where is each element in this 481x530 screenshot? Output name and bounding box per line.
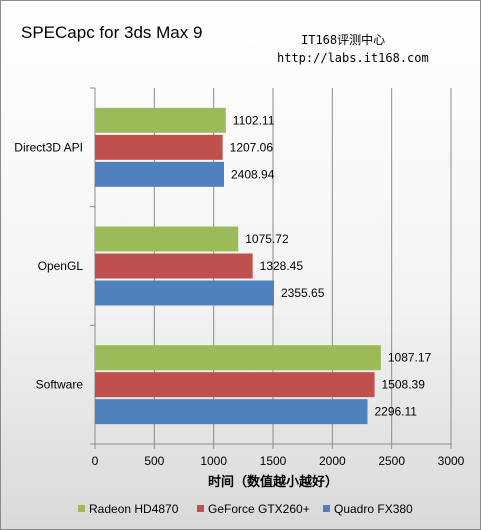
bar-0-1: [95, 134, 223, 160]
watermark-line-2: http://labs.it168.com: [277, 51, 429, 65]
bar-value-label-0-1: 1207.06: [230, 140, 274, 154]
category-label-1: OpenGL: [38, 259, 84, 273]
x-tick-label-2500: 2500: [378, 454, 405, 468]
bar-2-0: [95, 345, 381, 371]
bar-1-1: [95, 253, 253, 279]
legend-swatch-1: [197, 505, 204, 512]
x-tick-label-3000: 3000: [438, 454, 465, 468]
x-tick-label-1000: 1000: [200, 454, 227, 468]
x-tick-label-2000: 2000: [319, 454, 346, 468]
bar-value-label-0-0: 1102.11: [233, 113, 275, 127]
legend-label-0: Radeon HD4870: [89, 502, 179, 516]
x-tick-label-500: 500: [144, 454, 164, 468]
bar-2-2: [95, 399, 368, 425]
legend-label-2: Quadro FX380: [334, 502, 413, 516]
bar-0-2: [95, 161, 225, 187]
bar-value-label-1-2: 2355.65: [281, 286, 325, 300]
x-axis-title: 时间（数值越小越好）: [208, 474, 338, 489]
legend-swatch-0: [78, 505, 85, 512]
bar-1-0: [95, 226, 239, 252]
bar-0-0: [95, 107, 226, 133]
x-tick-label-1500: 1500: [260, 454, 287, 468]
watermark-line-1: IT168评测中心: [301, 33, 386, 47]
legend-label-1: GeForce GTX260+: [208, 502, 310, 516]
bar-value-label-2-0: 1087.17: [388, 351, 432, 365]
bar-value-label-0-2: 2408.94: [231, 167, 275, 181]
chart-title: SPECapc for 3ds Max 9: [21, 23, 203, 42]
x-tick-label-0: 0: [92, 454, 99, 468]
bar-2-1: [95, 372, 375, 398]
bar-1-2: [95, 280, 274, 306]
legend-swatch-2: [323, 505, 330, 512]
bar-value-label-2-1: 1508.39: [382, 378, 426, 392]
bar-value-label-2-2: 2296.11: [374, 405, 417, 419]
category-label-0: Direct3D API: [14, 140, 83, 154]
bar-value-label-1-1: 1328.45: [260, 259, 304, 273]
category-label-2: Software: [36, 378, 84, 392]
bar-value-label-1-0: 1075.72: [245, 232, 289, 246]
